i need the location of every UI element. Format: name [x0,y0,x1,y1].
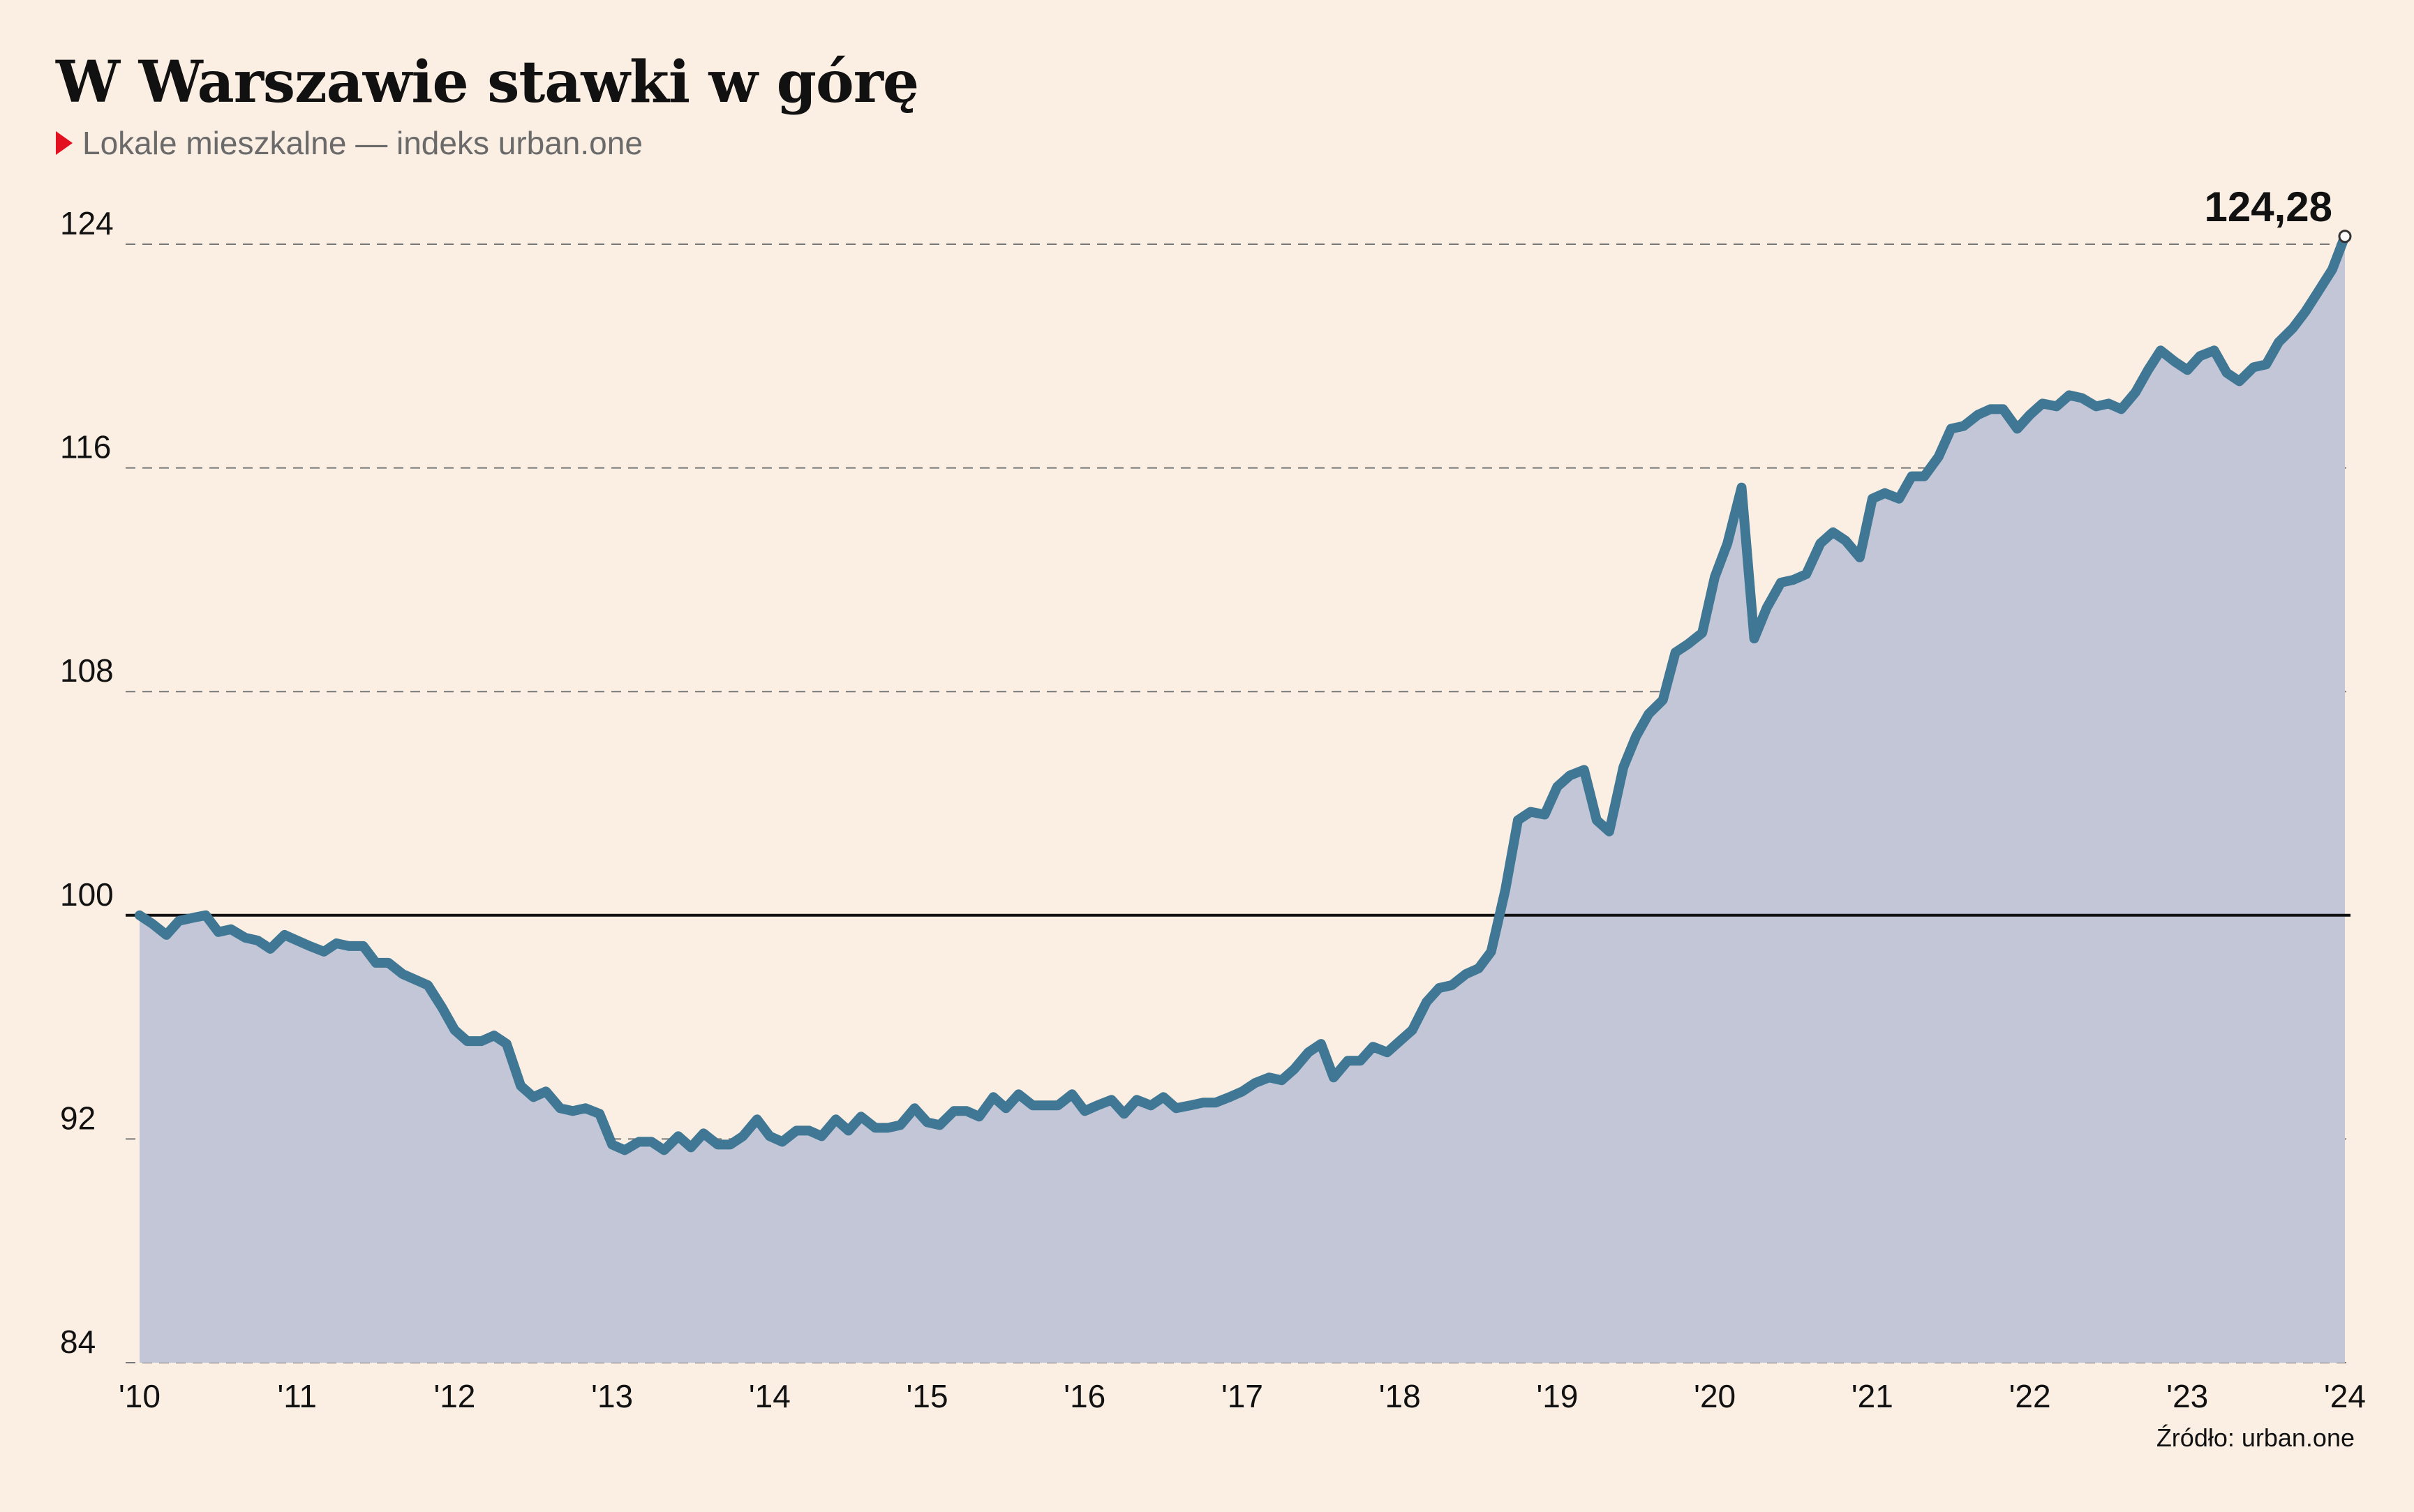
source-note: Źródło: urban.one [2156,1423,2355,1452]
x-tick-label-'12: '12 [433,1378,475,1414]
last-value-marker [2338,230,2352,244]
y-tick-label-124: 124 [60,205,114,241]
x-tick-label-'10: '10 [119,1378,161,1414]
x-tick-label-'14: '14 [749,1378,791,1414]
x-tick-label-'18: '18 [1379,1378,1421,1414]
x-tick-label-'24: '24 [2324,1378,2366,1414]
x-tick-label-'11: '11 [277,1378,317,1414]
y-tick-label-108: 108 [60,652,114,689]
x-tick-label-'20: '20 [1694,1378,1736,1414]
y-tick-label-116: 116 [60,429,111,465]
chart-subtitle: Lokale mieszkalne — indeks urban.one [56,124,643,162]
series-line [135,231,2350,1155]
series-area [140,236,2345,1363]
chart-title: W Warszawie stawki w górę [56,49,919,116]
y-tick-label-100: 100 [60,876,114,913]
x-tick-label-'15: '15 [907,1378,948,1414]
y-tick-label-84: 84 [60,1324,96,1360]
y-axis-tick-labels: 84 92 100 108 116 124 [60,205,114,1360]
subtitle-text: Lokale mieszkalne — indeks urban.one [82,125,643,161]
x-tick-label-'17: '17 [1221,1378,1263,1414]
x-tick-label-'23: '23 [2166,1378,2208,1414]
y-tick-label-92: 92 [60,1100,96,1136]
x-tick-label-'21: '21 [1852,1378,1893,1414]
x-tick-label-'19: '19 [1536,1378,1578,1414]
x-tick-label-'13: '13 [591,1378,633,1414]
x-tick-label-'22: '22 [2009,1378,2051,1414]
last-value-label: 124,28 [2204,184,2332,230]
x-tick-label-'16: '16 [1064,1378,1105,1414]
triangle-marker-icon [56,131,73,155]
x-axis-tick-labels: '10 '11 '12 '13 '14 '15 '16 '17 '18 '19 '20 '21 '22 '… [119,1378,2366,1414]
